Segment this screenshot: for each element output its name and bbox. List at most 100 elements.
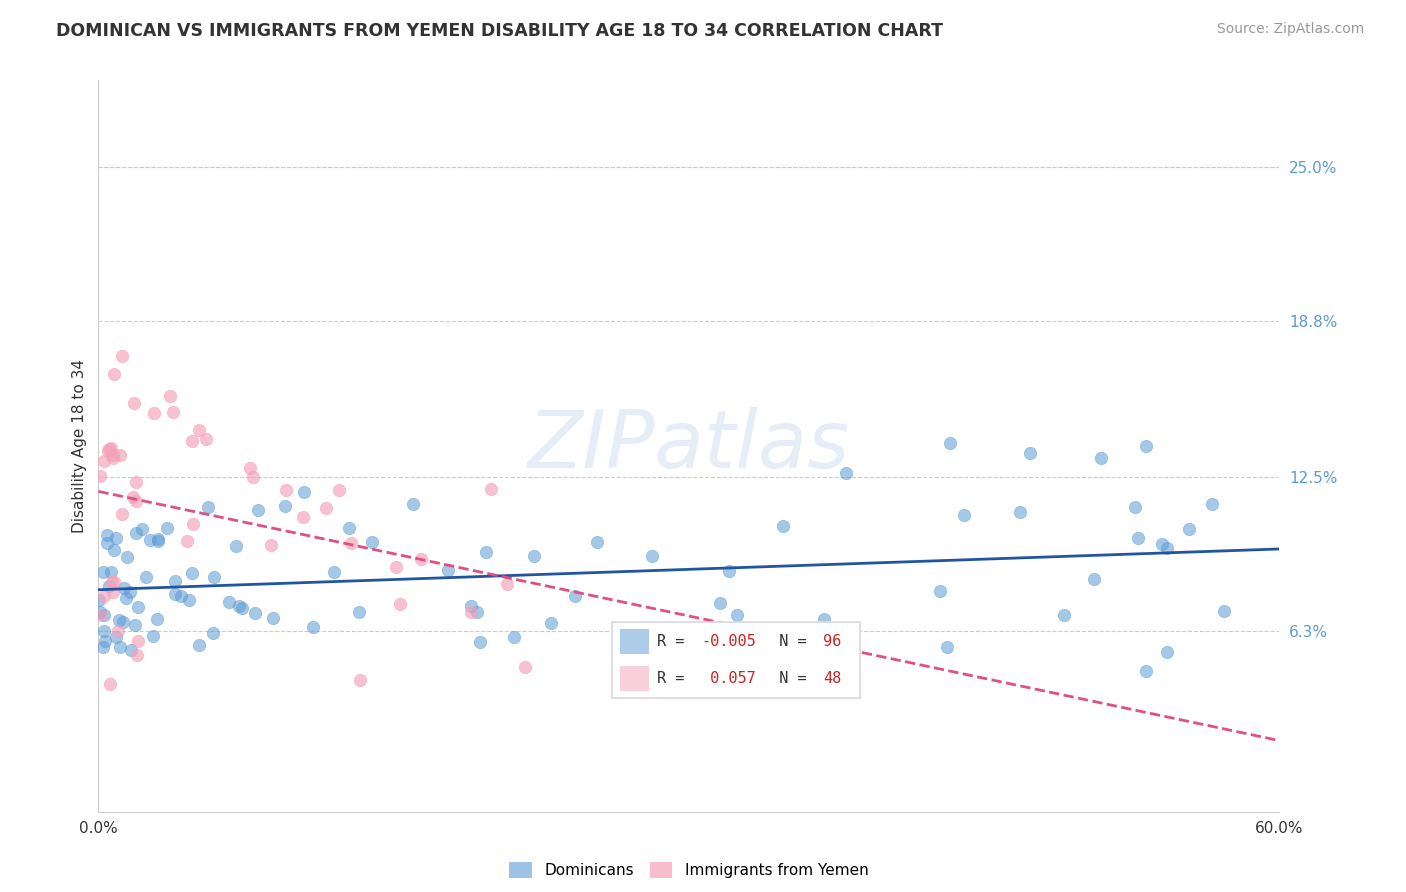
Point [177, 593, 200, 607]
Point [100, 565, 122, 579]
Point [274, 483, 297, 498]
Point [349, 605, 371, 619]
Point [197, 500, 219, 515]
Point [91, 640, 114, 654]
Point [146, 532, 169, 546]
Point [301, 620, 323, 634]
Point [225, 539, 247, 553]
Point [112, 581, 135, 595]
Point [127, 600, 149, 615]
Point [1156, 645, 1178, 659]
Point [385, 559, 408, 574]
Point [1123, 500, 1146, 515]
Point [1135, 439, 1157, 453]
Point [1213, 604, 1236, 618]
Point [111, 349, 134, 363]
Y-axis label: Disability Age 18 to 34: Disability Age 18 to 34 [72, 359, 87, 533]
Point [218, 595, 240, 609]
Point [779, 658, 801, 673]
Point [100, 441, 122, 455]
Point [124, 618, 146, 632]
Point [292, 484, 315, 499]
Point [111, 615, 134, 630]
Point [139, 533, 162, 548]
Point [125, 475, 148, 489]
Point [389, 597, 412, 611]
Point [146, 533, 169, 548]
Point [231, 601, 253, 615]
Point [564, 589, 586, 603]
Point [146, 612, 169, 626]
Point [929, 583, 952, 598]
Point [409, 551, 432, 566]
Point [111, 508, 134, 522]
Point [1008, 505, 1031, 519]
Point [97, 442, 120, 456]
Point [125, 494, 148, 508]
Point [315, 500, 337, 515]
Point [101, 574, 124, 589]
Point [108, 448, 131, 462]
Point [170, 590, 193, 604]
Point [98, 579, 121, 593]
Point [239, 461, 262, 475]
Point [155, 521, 177, 535]
Point [181, 517, 204, 532]
Point [460, 605, 482, 619]
Point [162, 405, 184, 419]
Point [87, 592, 110, 607]
Point [108, 640, 131, 655]
Point [1156, 541, 1178, 556]
Point [103, 574, 125, 589]
Point [93, 454, 115, 468]
Point [89, 469, 111, 483]
Point [360, 535, 382, 549]
Text: ZIPatlas: ZIPatlas [527, 407, 851, 485]
Point [936, 640, 959, 655]
Point [725, 608, 748, 623]
Point [475, 545, 498, 559]
Point [1201, 497, 1223, 511]
Point [105, 630, 128, 644]
Point [513, 660, 536, 674]
Point [125, 526, 148, 541]
Point [292, 510, 315, 524]
Point [1128, 531, 1150, 545]
Point [107, 624, 129, 638]
Point [96, 535, 118, 549]
Point [101, 448, 124, 462]
Point [101, 585, 124, 599]
Point [835, 466, 858, 480]
Point [124, 396, 146, 410]
Point [108, 613, 131, 627]
Point [93, 589, 115, 603]
Text: DOMINICAN VS IMMIGRANTS FROM YEMEN DISABILITY AGE 18 TO 34 CORRELATION CHART: DOMINICAN VS IMMIGRANTS FROM YEMEN DISAB… [56, 22, 943, 40]
Point [93, 634, 115, 648]
Point [176, 533, 198, 548]
Point [135, 570, 157, 584]
Point [142, 628, 165, 642]
Point [242, 470, 264, 484]
Point [337, 521, 360, 535]
Point [202, 625, 225, 640]
Point [709, 596, 731, 610]
Point [120, 642, 142, 657]
Point [228, 599, 250, 613]
Point [89, 605, 111, 619]
Point [772, 519, 794, 533]
Point [202, 569, 225, 583]
Point [101, 450, 124, 465]
Point [470, 635, 492, 649]
Point [115, 591, 138, 605]
Point [90, 607, 112, 622]
Point [143, 406, 166, 420]
Point [641, 549, 664, 564]
Point [465, 605, 488, 619]
Point [188, 423, 211, 437]
Point [1083, 573, 1105, 587]
Point [103, 368, 125, 382]
Point [495, 577, 517, 591]
Point [328, 483, 350, 497]
Point [834, 625, 856, 640]
Point [165, 587, 187, 601]
